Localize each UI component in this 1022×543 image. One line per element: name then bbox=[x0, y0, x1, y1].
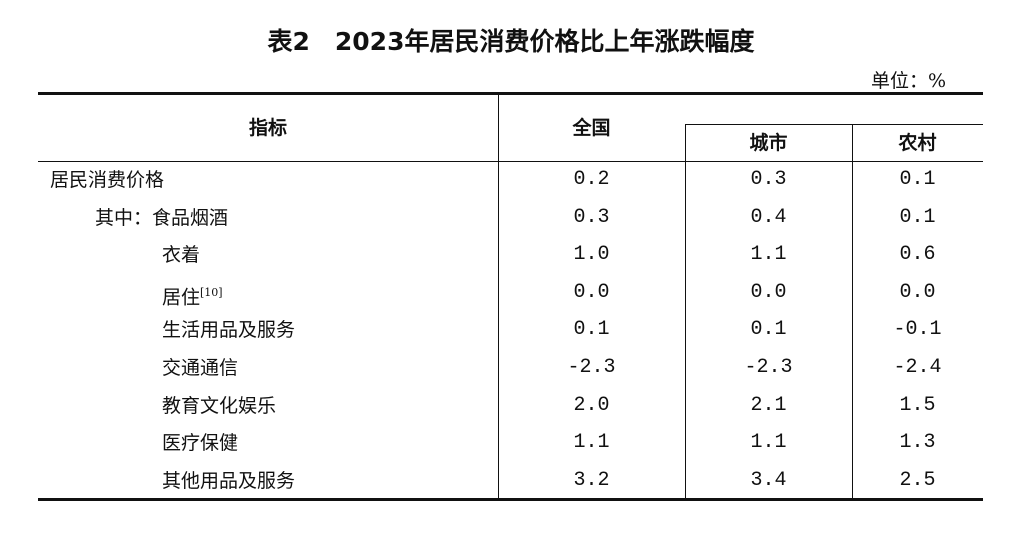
row-label: 衣着 bbox=[162, 245, 200, 265]
row-label-text: 其他用品及服务 bbox=[162, 469, 296, 492]
row-prefix: 其中： bbox=[95, 206, 153, 229]
row-label: 交通通信 bbox=[162, 358, 238, 378]
row-label: 教育文化娱乐 bbox=[162, 396, 276, 416]
value-national: -2.3 bbox=[567, 356, 616, 379]
value-rural: 0.6 bbox=[899, 243, 936, 267]
row-label-text: 居民消费价格 bbox=[50, 169, 165, 191]
row-label: 居住[10] bbox=[162, 283, 223, 307]
value-rural: 0.1 bbox=[899, 205, 936, 229]
row-label: 医疗保健 bbox=[162, 433, 238, 453]
row-label-text: 医疗保健 bbox=[162, 432, 239, 455]
value-rural: 0.0 bbox=[899, 280, 936, 304]
value-urban: 0.1 bbox=[750, 318, 787, 342]
table-title: 表2 2023年居民消费价格比上年涨跌幅度 bbox=[267, 27, 755, 56]
value-rural: 2.5 bbox=[899, 468, 936, 492]
row-label-text: 食品烟酒 bbox=[152, 206, 229, 229]
col-divider bbox=[685, 124, 686, 499]
value-national: 0.1 bbox=[573, 318, 610, 342]
header-urban: 城市 bbox=[749, 132, 788, 154]
value-urban: -2.3 bbox=[744, 356, 793, 379]
row-label-text: 交通通信 bbox=[162, 357, 239, 379]
value-urban: 0.0 bbox=[750, 280, 787, 304]
row-label: 居民消费价格 bbox=[50, 170, 164, 190]
header-national: 全国 bbox=[572, 117, 611, 139]
value-national: 0.3 bbox=[573, 205, 610, 229]
value-rural: 0.1 bbox=[899, 168, 936, 191]
row-label-text: 生活用品及服务 bbox=[162, 319, 296, 342]
value-rural: -0.1 bbox=[893, 318, 942, 342]
row-label-text: 居住 bbox=[162, 286, 201, 309]
header-rural: 农村 bbox=[898, 132, 937, 154]
value-national: 2.0 bbox=[573, 393, 610, 417]
value-urban: 0.4 bbox=[750, 205, 787, 229]
col-divider bbox=[852, 124, 853, 499]
value-national: 0.0 bbox=[573, 280, 610, 304]
row-label: 其他用品及服务 bbox=[162, 471, 295, 491]
row-label: 其中：食品烟酒 bbox=[95, 208, 228, 228]
top-rule bbox=[38, 92, 983, 95]
footnote-ref: [10] bbox=[200, 285, 223, 299]
value-rural: 1.5 bbox=[899, 393, 936, 417]
value-urban: 1.1 bbox=[750, 431, 787, 455]
subheader-rule bbox=[685, 124, 983, 125]
value-urban: 1.1 bbox=[750, 243, 787, 267]
col-divider bbox=[498, 94, 499, 499]
value-urban: 2.1 bbox=[750, 393, 787, 417]
header-rule bbox=[38, 161, 983, 162]
row-label-text: 衣着 bbox=[162, 244, 201, 267]
row-label-text: 教育文化娱乐 bbox=[162, 394, 277, 417]
unit-label: 单位：% bbox=[870, 70, 946, 92]
row-label: 生活用品及服务 bbox=[162, 320, 295, 340]
value-national: 3.2 bbox=[573, 468, 610, 492]
value-rural: -2.4 bbox=[893, 356, 942, 379]
value-national: 0.2 bbox=[573, 168, 610, 191]
bottom-rule bbox=[38, 498, 983, 501]
value-urban: 3.4 bbox=[750, 468, 787, 492]
value-national: 1.0 bbox=[573, 243, 610, 267]
value-rural: 1.3 bbox=[899, 431, 936, 455]
value-national: 1.1 bbox=[573, 431, 610, 455]
value-urban: 0.3 bbox=[750, 168, 787, 191]
header-indicator: 指标 bbox=[248, 117, 287, 139]
